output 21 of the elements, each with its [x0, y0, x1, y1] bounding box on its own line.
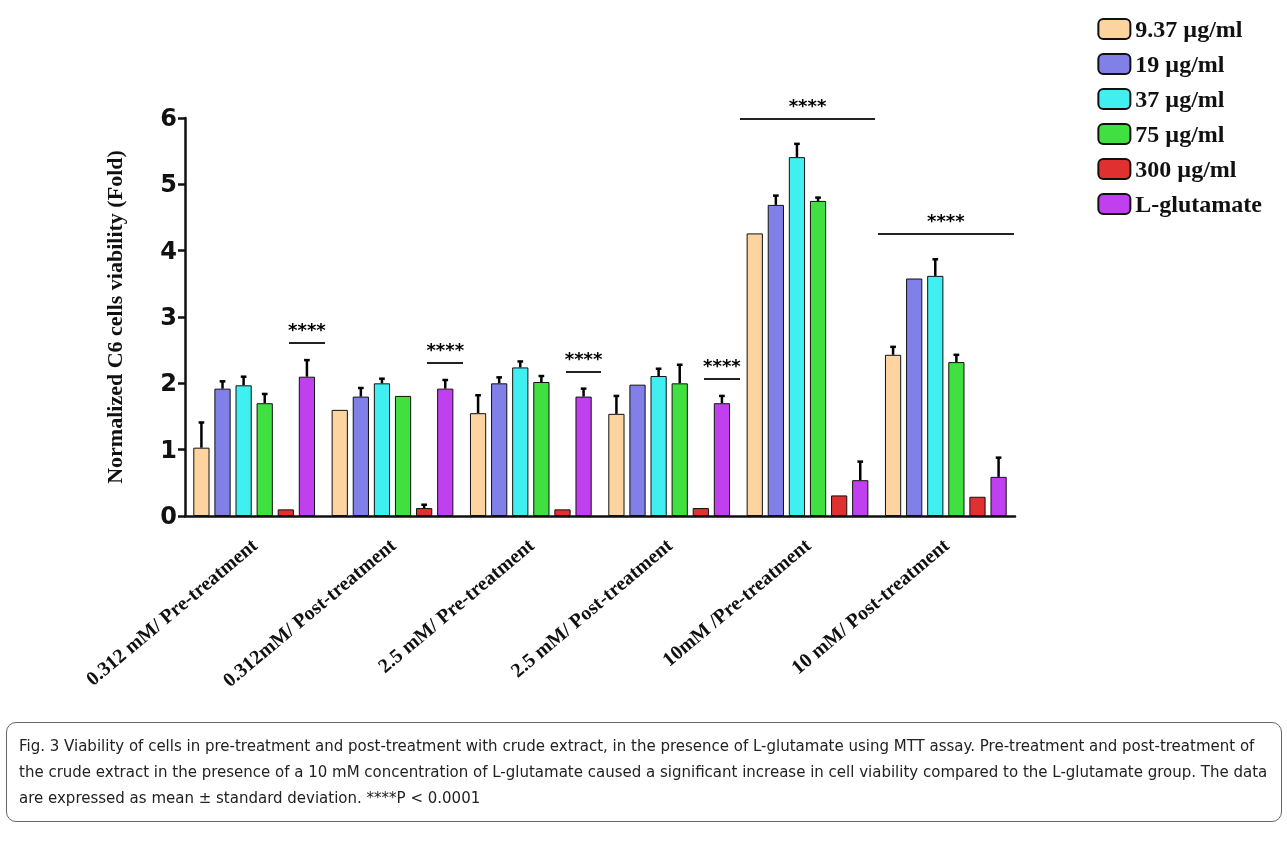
annotation: ****	[703, 354, 741, 376]
y-tick-label: 4	[160, 236, 177, 265]
annotation: ****	[288, 319, 326, 341]
y-axis-title: Normalized C6 cells viability (Fold)	[101, 150, 127, 484]
y-tick-label: 5	[160, 170, 177, 199]
legend-label: 75 µg/ml	[1135, 121, 1225, 147]
y-tick-label: 3	[160, 303, 177, 331]
annotation: ****	[426, 339, 465, 361]
y-tick-label: 1	[160, 435, 177, 464]
legend-label: L-glutamate	[1135, 191, 1263, 217]
text: ****	[788, 94, 827, 116]
legend-label: 19 µg/ml	[1135, 51, 1225, 77]
annotation: ****	[927, 210, 965, 232]
legend-label: 9.37 µg/ml	[1135, 16, 1243, 42]
annotation: ****	[564, 347, 603, 369]
caption: Fig. 3 Viability of cells in pre-treatment and post-treatment with crude extract, in the presence of L-glutamate using MTT assay. Pre-treatment and post-treatment of the crude extract in the presence of a 10 mM concentration of L-glutamate caused a significant increase in cell viability compared to the L-glutamate group. The data are expressed as mean ± standard deviation. ****P < 0.0001	[6, 722, 1282, 822]
legend-label: 37 µg/ml	[1135, 86, 1225, 112]
legend-label: 300 µg/ml	[1135, 156, 1237, 182]
y-tick-label: 6	[160, 104, 177, 132]
y-tick-label: 0	[160, 502, 177, 530]
y-tick-label: 2	[160, 369, 177, 398]
